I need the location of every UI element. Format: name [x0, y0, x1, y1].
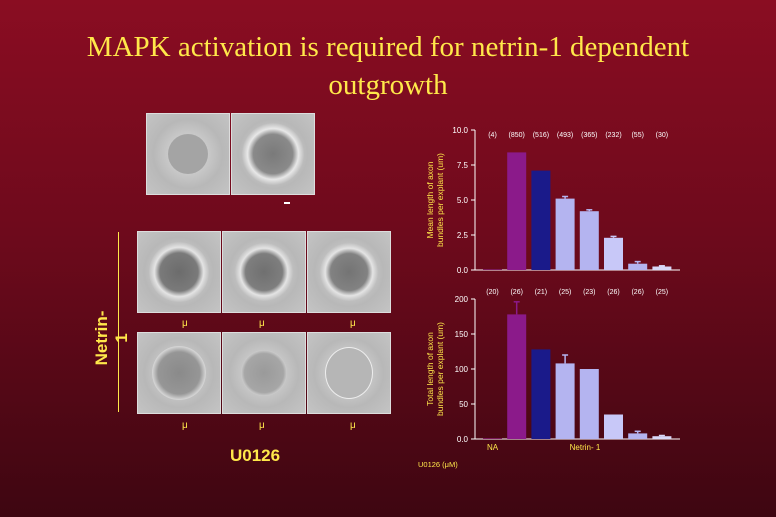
n-count-label: (516) — [533, 132, 549, 139]
bar — [531, 170, 551, 270]
explant-photo-row3-3 — [307, 332, 391, 414]
bar — [507, 314, 527, 439]
n-count-label: (26) — [631, 289, 643, 296]
y-tick-label: 5.0 — [457, 196, 469, 205]
n-count-label: (493) — [557, 132, 573, 139]
n-count-label: (21) — [535, 289, 547, 296]
y-tick-label: 7.5 — [457, 161, 469, 170]
bar — [483, 438, 502, 439]
y-tick-label: 0.0 — [457, 435, 469, 444]
bar — [579, 211, 599, 270]
mu-label: μ — [182, 318, 188, 329]
n-count-label: (26) — [607, 289, 619, 296]
mu-label: μ — [259, 420, 265, 431]
scale-bar — [284, 202, 290, 204]
explant-photo-row3-2 — [222, 332, 306, 414]
mu-label: μ — [350, 318, 356, 329]
explant-photo-row2-1 — [137, 231, 221, 313]
slide-title: MAPK activation is required for netrin-1… — [0, 28, 776, 104]
y-tick-label: 50 — [459, 400, 468, 409]
n-count-label: (26) — [510, 289, 522, 296]
n-count-label: (232) — [605, 132, 621, 139]
y-tick-label: 2.5 — [457, 231, 469, 240]
bar — [555, 198, 575, 270]
explant-photo-control — [146, 113, 230, 195]
y-axis-label: Total length of axonbundles per explant … — [425, 322, 445, 416]
bar — [604, 414, 623, 439]
netrin-label: Netrin-1 — [92, 310, 131, 366]
y-axis-label: Mean length of axonbundles per explant (… — [425, 153, 445, 247]
x-label-u0126: U0126 (μM) — [418, 460, 458, 469]
n-count-label: (23) — [583, 289, 595, 296]
y-tick-label: 0.0 — [457, 266, 469, 275]
explant-photo-row2-2 — [222, 231, 306, 313]
bar — [579, 369, 599, 439]
n-count-label: (25) — [559, 289, 571, 296]
n-count-label: (25) — [656, 289, 668, 296]
title-line-1: MAPK activation is required for netrin-1… — [86, 31, 690, 63]
n-count-label: (4) — [488, 132, 497, 139]
explant-photo-netrin — [231, 113, 315, 195]
y-tick-label: 100 — [455, 365, 469, 374]
y-tick-label: 10.0 — [452, 126, 468, 135]
bar — [531, 349, 551, 439]
y-tick-label: 200 — [455, 295, 469, 304]
title-line-2: outgrowth — [328, 69, 448, 101]
n-count-label: (30) — [656, 132, 668, 139]
x-label-na: NA — [487, 443, 499, 452]
x-label-netrin: Netrin- 1 — [570, 443, 601, 452]
explant-photo-row3-1 — [137, 332, 221, 414]
bar — [652, 436, 672, 439]
bar — [628, 433, 648, 439]
bar — [628, 263, 648, 270]
bar — [507, 152, 527, 270]
y-tick-label: 150 — [455, 330, 469, 339]
n-count-label: (20) — [486, 289, 498, 296]
mu-label: μ — [259, 318, 265, 329]
u0126-label: U0126 — [230, 446, 281, 465]
n-count-label: (365) — [581, 132, 597, 139]
bar — [652, 266, 672, 270]
explant-photo-row2-3 — [307, 231, 391, 313]
n-count-label: (55) — [631, 132, 643, 139]
bar — [483, 269, 502, 270]
mu-label: μ — [182, 420, 188, 431]
bar — [555, 363, 575, 439]
n-count-label: (850) — [509, 132, 525, 139]
bar — [604, 237, 623, 270]
netrin-bracket-line — [118, 232, 119, 412]
mu-label: μ — [350, 420, 356, 431]
